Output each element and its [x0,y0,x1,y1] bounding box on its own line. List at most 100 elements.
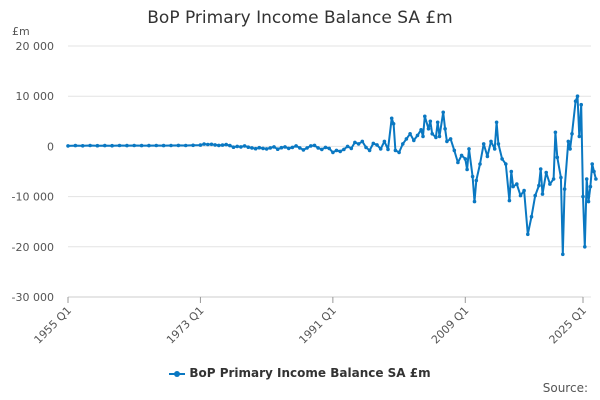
data-point[interactable] [544,171,548,175]
data-point[interactable] [445,140,449,144]
data-point[interactable] [276,147,280,151]
data-point[interactable] [235,145,239,149]
data-point[interactable] [478,162,482,166]
data-point[interactable] [423,115,427,119]
data-point[interactable] [239,145,243,149]
data-point[interactable] [177,144,181,148]
data-point[interactable] [449,137,453,141]
data-point[interactable] [88,144,92,148]
data-point[interactable] [162,144,166,148]
data-point[interactable] [464,157,468,161]
data-point[interactable] [213,143,217,147]
data-point[interactable] [556,156,560,160]
data-point[interactable] [421,135,425,139]
data-point[interactable] [504,162,508,166]
data-point[interactable] [291,146,295,150]
data-point[interactable] [140,144,144,148]
data-point[interactable] [408,132,412,136]
data-point[interactable] [441,111,445,115]
data-point[interactable] [383,140,387,144]
data-point[interactable] [533,194,537,198]
data-point[interactable] [316,146,320,150]
data-point[interactable] [375,143,379,147]
data-point[interactable] [258,146,262,150]
data-point[interactable] [66,144,70,148]
data-point[interactable] [217,144,221,148]
data-point[interactable] [416,134,420,138]
data-point[interactable] [250,146,254,150]
data-point[interactable] [394,149,398,153]
data-point[interactable] [427,127,431,131]
data-point[interactable] [191,144,195,148]
data-point[interactable] [254,147,258,151]
data-point[interactable] [269,146,273,150]
data-point[interactable] [243,144,247,148]
data-point[interactable] [587,200,591,204]
data-point[interactable] [570,132,574,136]
data-point[interactable] [350,147,354,151]
data-point[interactable] [338,150,342,154]
data-point[interactable] [335,149,339,153]
data-point[interactable] [552,177,556,181]
data-point[interactable] [302,148,306,152]
data-point[interactable] [412,139,416,143]
data-point[interactable] [169,144,173,148]
data-point[interactable] [147,144,151,148]
data-point[interactable] [386,148,390,152]
data-point[interactable] [443,127,447,131]
data-point[interactable] [511,185,515,189]
data-point[interactable] [103,144,107,148]
data-point[interactable] [585,177,589,181]
data-point[interactable] [247,145,251,149]
data-point[interactable] [559,176,563,180]
data-point[interactable] [541,192,545,196]
data-point[interactable] [436,121,440,125]
data-point[interactable] [500,157,504,161]
data-point[interactable] [110,144,114,148]
data-point[interactable] [372,142,376,146]
data-point[interactable] [283,145,287,149]
data-point[interactable] [579,103,583,107]
data-point[interactable] [583,245,587,249]
data-point[interactable] [493,147,497,151]
data-point[interactable] [495,121,499,125]
data-point[interactable] [548,182,552,186]
data-point[interactable] [221,143,225,147]
data-point[interactable] [118,144,122,148]
data-point[interactable] [184,144,188,148]
data-point[interactable] [475,179,479,183]
data-point[interactable] [125,144,129,148]
data-point[interactable] [471,175,475,179]
data-point[interactable] [429,120,433,124]
data-point[interactable] [305,146,309,150]
data-point[interactable] [96,144,100,148]
data-point[interactable] [574,99,578,103]
data-point[interactable] [482,142,486,146]
data-point[interactable] [320,148,324,152]
data-point[interactable] [327,147,331,151]
data-point[interactable] [460,154,464,158]
data-point[interactable] [510,170,514,174]
data-point[interactable] [287,147,291,151]
data-point[interactable] [342,148,346,152]
data-point[interactable] [294,144,298,148]
data-point[interactable] [561,253,565,257]
data-point[interactable] [309,144,313,148]
data-point[interactable] [346,145,350,149]
data-point[interactable] [206,143,210,147]
data-point[interactable] [390,117,394,121]
data-point[interactable] [224,143,228,147]
data-point[interactable] [397,151,401,155]
data-point[interactable] [331,151,335,155]
data-point[interactable] [405,137,409,141]
data-point[interactable] [132,144,136,148]
data-point[interactable] [594,177,598,181]
data-point[interactable] [210,143,214,147]
data-point[interactable] [456,161,460,165]
data-point[interactable] [368,149,372,153]
data-point[interactable] [357,142,361,146]
data-point[interactable] [515,182,519,186]
data-point[interactable] [453,149,457,153]
data-point[interactable] [430,132,434,136]
data-point[interactable] [232,145,236,149]
